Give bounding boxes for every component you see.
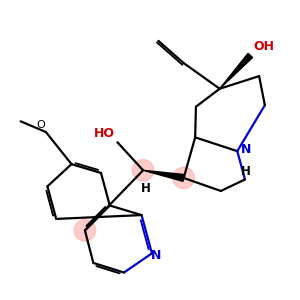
Polygon shape bbox=[220, 53, 253, 89]
Text: H: H bbox=[141, 182, 151, 195]
Text: OH: OH bbox=[254, 40, 274, 53]
Circle shape bbox=[132, 160, 154, 181]
Text: H: H bbox=[241, 164, 250, 178]
Circle shape bbox=[173, 167, 194, 189]
Text: N: N bbox=[241, 143, 251, 156]
Text: HO: HO bbox=[93, 127, 114, 140]
Text: O: O bbox=[36, 120, 45, 130]
Polygon shape bbox=[143, 170, 184, 181]
Circle shape bbox=[74, 220, 96, 241]
Text: N: N bbox=[151, 249, 161, 262]
